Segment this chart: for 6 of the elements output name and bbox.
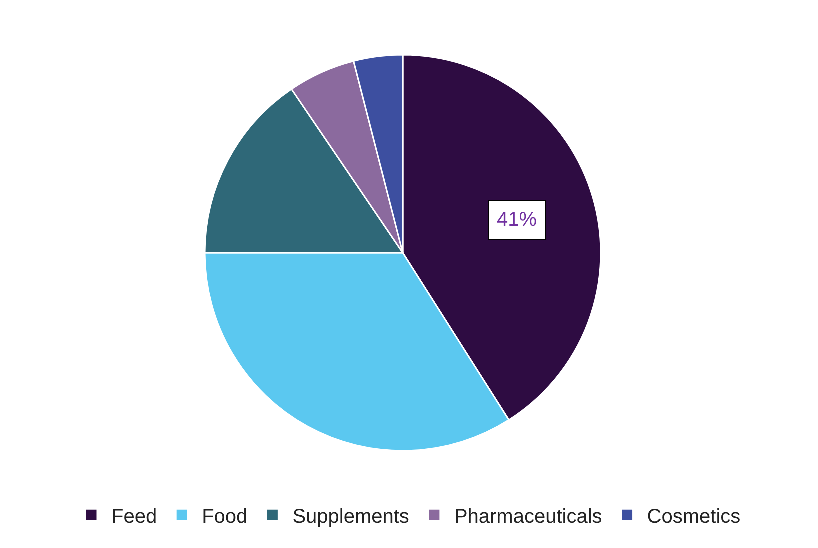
legend-label: Supplements (292, 506, 410, 528)
legend-label: Feed (112, 506, 158, 528)
legend-label: Food (202, 506, 248, 528)
data-label: 41% (497, 209, 538, 231)
legend-label: Cosmetics (647, 506, 741, 528)
legend-label: Pharmaceuticals (454, 506, 602, 528)
